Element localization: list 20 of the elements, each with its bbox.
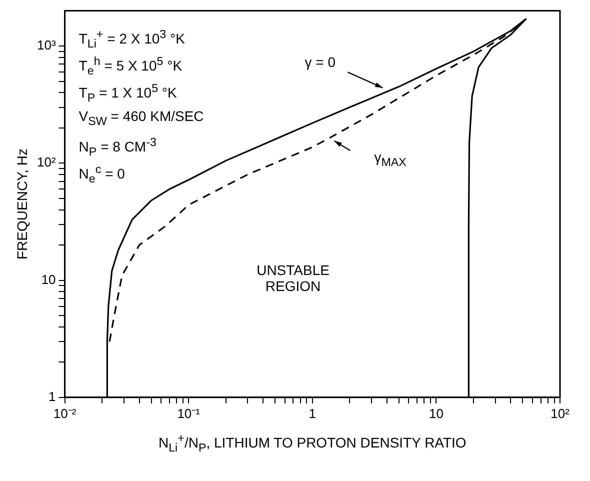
x-tick-label: 10 [428,406,444,421]
x-tick-label: 10⁻² [53,406,77,421]
annotation: T$_{P}$ = 1 X 10$^{5}$ °K [78,80,177,106]
y-tick-label: 10² [36,154,56,170]
y-tick-label: 10³ [36,38,56,53]
annotation: T$_{Li}$$^{+}$ = 2 X 10$^{3}$ °K [78,26,185,52]
annotation: UNSTABLE REGION [256,262,330,294]
y-tick-label: 1 [48,388,56,404]
y-axis-title: FREQUENCY, Hz [14,148,30,260]
annotation: γ$_{MAX}$ [374,148,406,171]
annotation: V$_{SW}$ = 460 KM/SEC [78,108,204,130]
annotation: N$_{P}$ = 8 CM$^{-3}$ [78,134,156,160]
x-tick-label: 10⁻¹ [177,406,201,421]
y-tick-label: 10 [41,272,56,287]
x-axis-title: N$_{Li}$$^{+}$/N$_{P}$, LITHIUM TO PROTON DENSITY RATIO [157,431,468,457]
annotation: T$_{e}$$^{h}$ = 5 X 10$^{5}$ °K [78,54,182,80]
annotation: N$_{e}$$^{c}$ = 0 [78,162,125,188]
x-tick-label: 10² [550,406,570,421]
x-tick-label: 1 [308,406,316,421]
annotation: γ = 0 [304,54,336,70]
